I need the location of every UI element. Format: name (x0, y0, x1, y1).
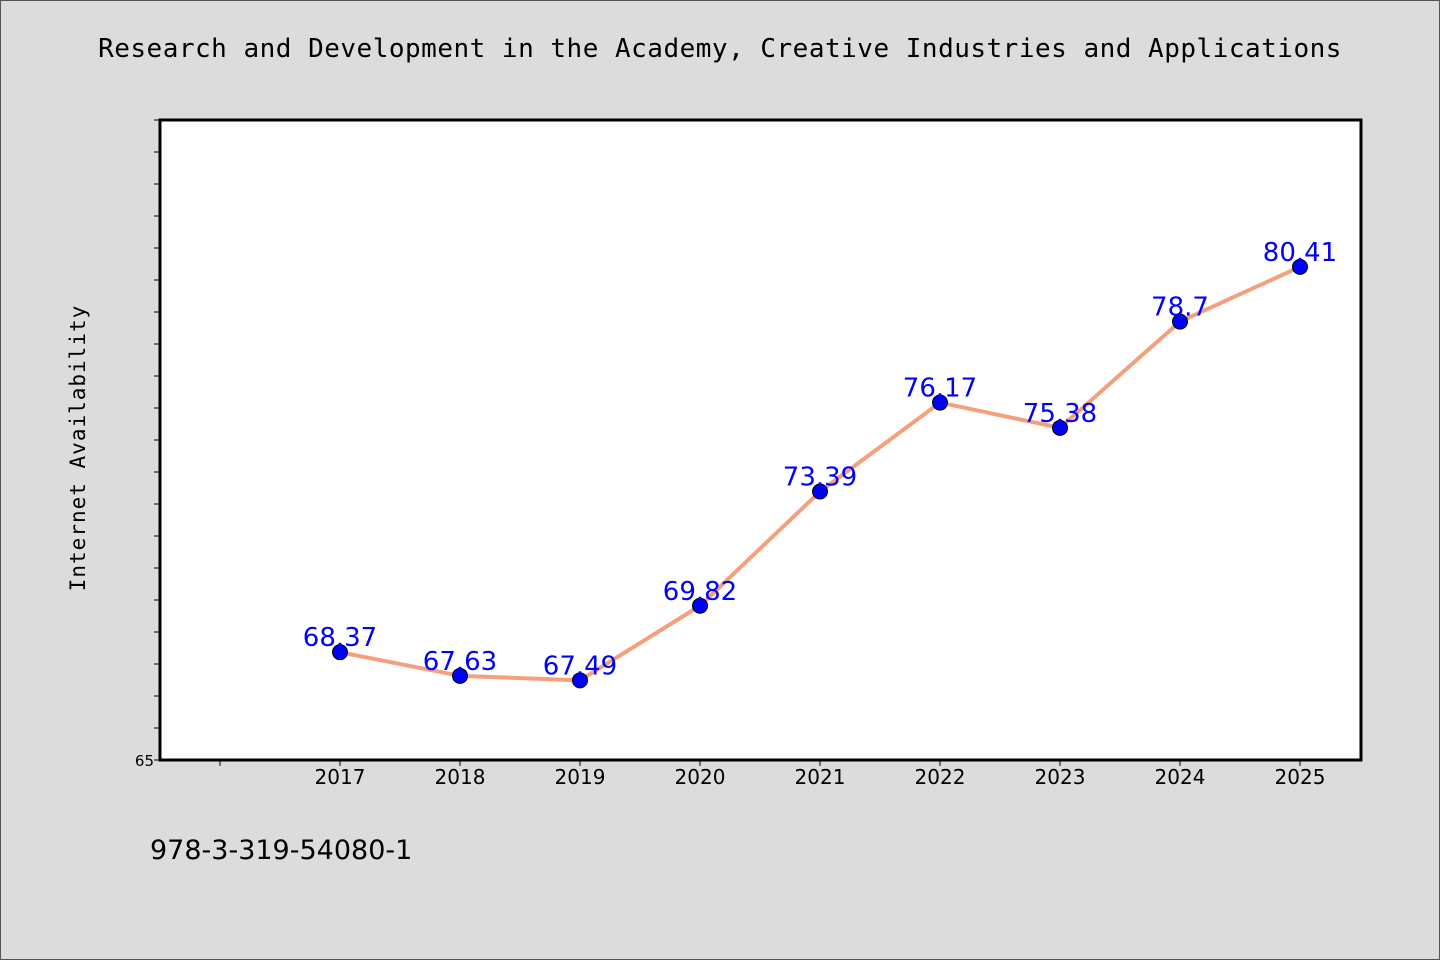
x-tick-label: 2018 (435, 765, 486, 789)
data-point (1052, 419, 1068, 436)
data-label: 78.7 (1151, 293, 1209, 323)
x-tick-label: 2025 (1275, 765, 1326, 789)
x-tick-label: 2022 (915, 765, 966, 789)
data-point (1172, 313, 1188, 330)
data-label: 68.37 (303, 623, 377, 653)
x-tick-label: 2024 (1155, 765, 1206, 789)
data-label: 75.38 (1023, 399, 1097, 429)
data-label: 73.39 (783, 463, 857, 493)
x-tick-label: 2023 (1035, 765, 1086, 789)
x-tick-label: 2020 (675, 765, 726, 789)
series-markers (332, 258, 1308, 689)
data-label: 67.63 (423, 647, 497, 677)
data-labels: 68.37 67.63 67.49 69.82 73.39 76.17 75.38 78.7 8… (303, 238, 1337, 681)
data-point (1292, 258, 1308, 275)
x-axis-ticks: 2017 2018 2019 2020 2021 2022 2023 2024 2025 (219, 760, 1326, 789)
data-label: 76.17 (903, 374, 977, 404)
x-tick-label: 2021 (795, 765, 846, 789)
y-axis-ticks: 65 (135, 119, 160, 770)
data-point (932, 394, 948, 411)
y-tick-label: 65 (135, 752, 154, 770)
data-label: 80.41 (1263, 238, 1337, 268)
data-label: 67.49 (543, 651, 617, 681)
data-point (452, 667, 468, 684)
data-label: 69.82 (663, 577, 737, 607)
data-point (332, 644, 348, 661)
data-point (692, 597, 708, 614)
data-point (572, 672, 588, 689)
plot-area (158, 118, 1363, 762)
chart-title: Research and Development in the Academy,… (98, 34, 1342, 64)
data-point (812, 483, 828, 500)
x-tick-label: 2019 (555, 765, 606, 789)
isbn-footnote: 978-3-319-54080-1 (150, 835, 413, 866)
x-tick-label: 2017 (315, 765, 366, 789)
